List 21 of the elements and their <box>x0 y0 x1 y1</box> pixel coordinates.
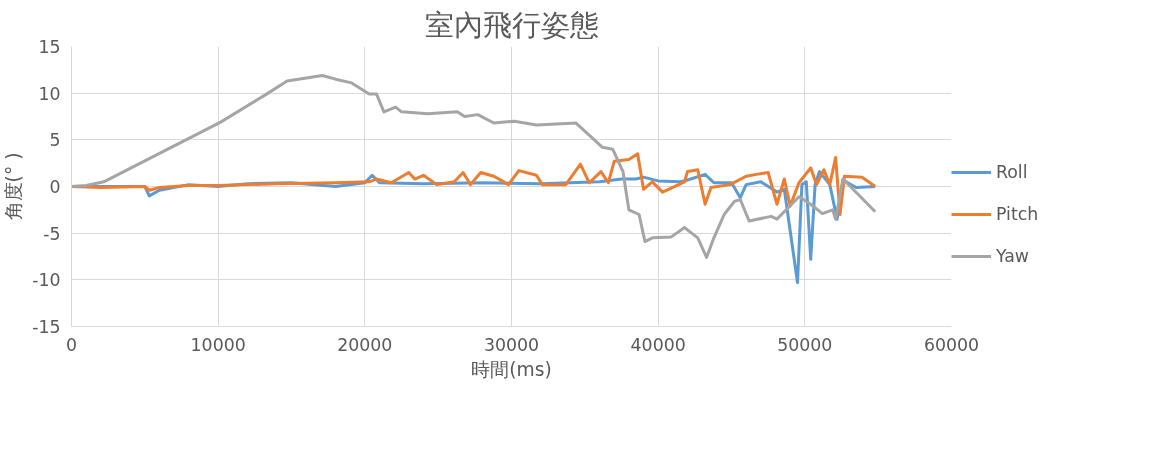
y-tick-label: -15 <box>32 317 61 337</box>
x-tick-label: 20000 <box>337 334 393 355</box>
line-series <box>71 73 877 259</box>
x-tick-label: 10000 <box>190 334 246 355</box>
legend-label: Pitch <box>996 204 1039 224</box>
y-axis-title: 角度(° ) <box>3 152 25 221</box>
x-tick-label: 30000 <box>483 334 540 355</box>
y-tick-label: 15 <box>38 37 61 57</box>
x-tick-label: 60000 <box>923 334 980 355</box>
legend-label: Yaw <box>996 246 1029 266</box>
y-tick-label: 5 <box>49 130 61 151</box>
legend-label: Roll <box>996 162 1028 182</box>
y-tick-label: -5 <box>43 223 61 244</box>
x-tick-label: 40000 <box>630 334 686 355</box>
x-axis-title: 時間(ms) <box>471 358 552 380</box>
y-tick-label: 10 <box>38 83 61 104</box>
x-tick-label: 0 <box>65 334 78 355</box>
y-tick-label: 0 <box>49 177 61 197</box>
chart-title: 室內飛行姿態 <box>424 7 599 42</box>
x-tick-label: 50000 <box>777 334 833 355</box>
y-tick-label: -10 <box>32 270 61 291</box>
